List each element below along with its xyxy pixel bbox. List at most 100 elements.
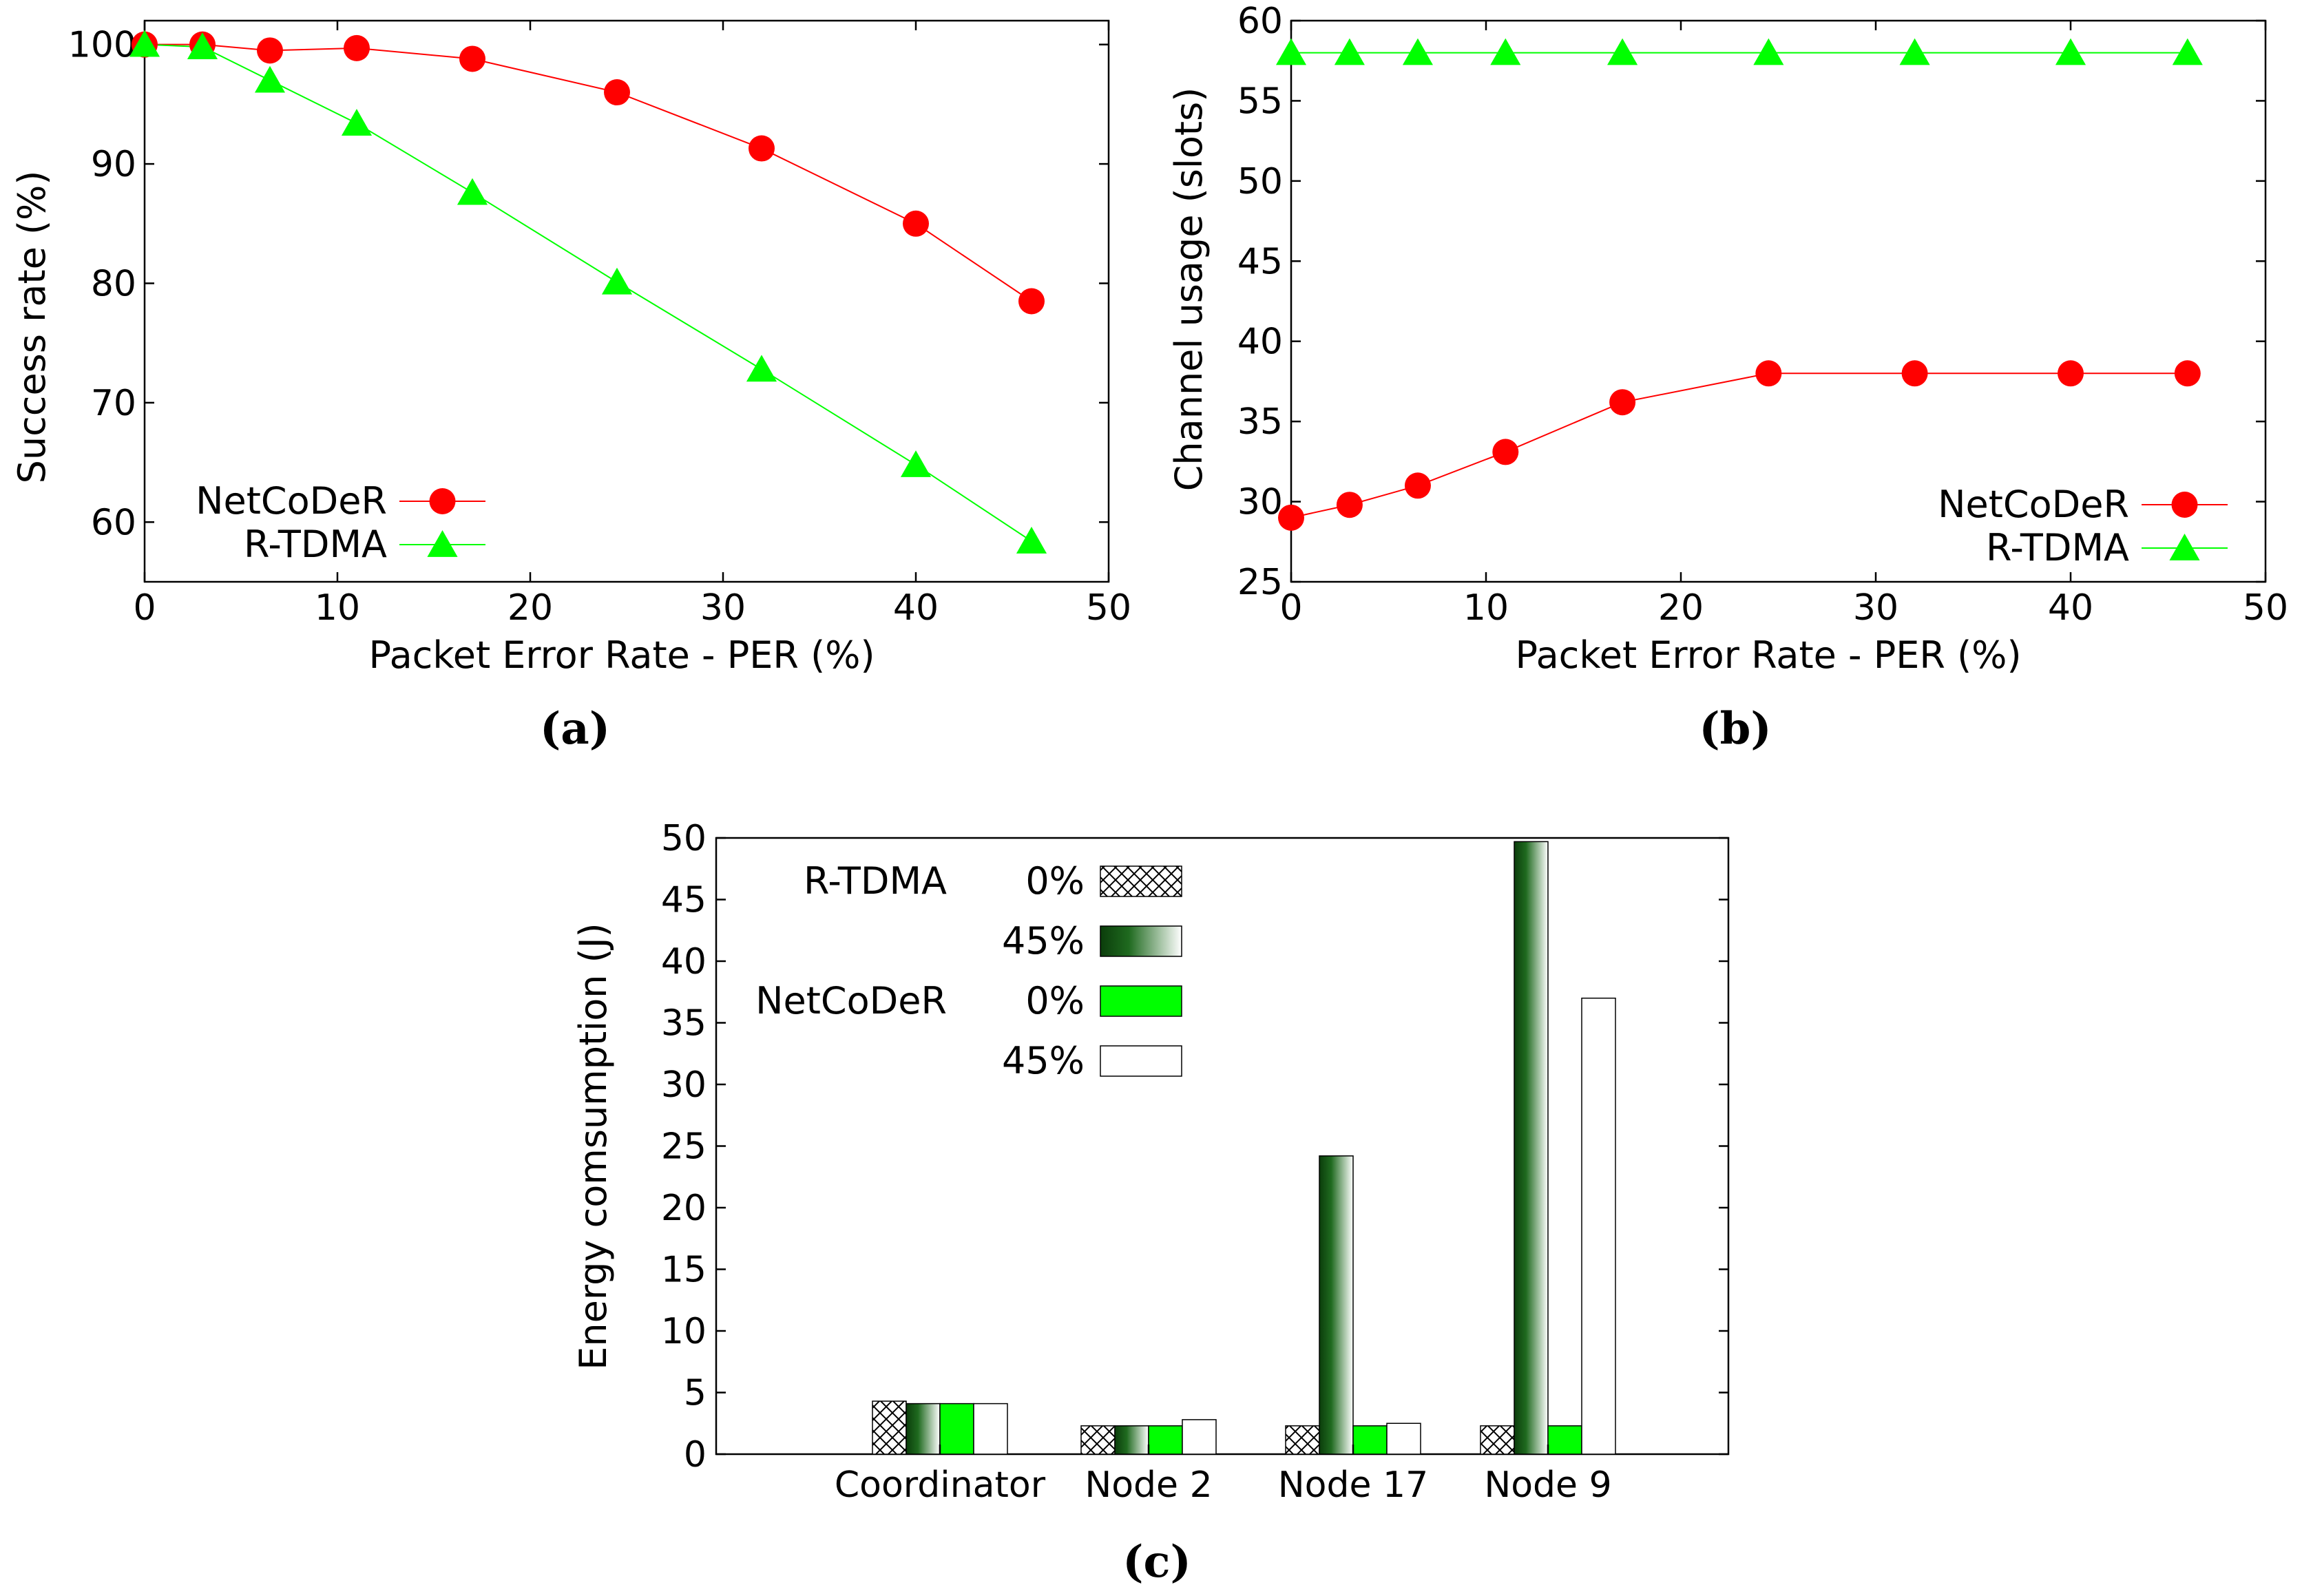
chart-b-xtick-label: 20 xyxy=(1658,587,1704,629)
chart-a-legend-marker xyxy=(427,530,458,557)
chart-b-frame xyxy=(1290,19,2267,583)
chart-c-legend-swatch xyxy=(1100,865,1182,897)
chart-a-ytick-label: 70 xyxy=(91,383,136,424)
chart-b-point-r-tdma xyxy=(1275,38,1307,65)
chart-b-xtick-label: 40 xyxy=(2048,587,2093,629)
chart-a-point-netcoder xyxy=(344,34,370,61)
chart-a-legend-label: R-TDMA xyxy=(244,523,387,566)
chart-c-bar-coordinator xyxy=(973,1403,1008,1455)
chart-a-point-netcoder xyxy=(903,210,929,237)
chart-c-ytick-label: 10 xyxy=(661,1311,707,1352)
chart-a-point-netcoder xyxy=(459,45,485,72)
chart-a-ytick-label: 60 xyxy=(91,502,136,543)
chart-a-caption: (a) xyxy=(540,703,610,755)
chart-b-point-r-tdma xyxy=(1490,38,1521,65)
chart-c-bar-coordinator xyxy=(906,1403,941,1455)
chart-a-point-r-tdma xyxy=(457,178,488,205)
chart-c-ytick-label: 50 xyxy=(661,818,707,859)
chart-c-ytick-label: 15 xyxy=(661,1250,707,1291)
chart-c-bar-node-2 xyxy=(1148,1425,1183,1455)
chart-b-xtick-label: 30 xyxy=(1853,587,1898,629)
chart-c-ytick-label: 25 xyxy=(661,1126,707,1168)
chart-b-point-r-tdma xyxy=(2055,38,2086,65)
chart-a-ylabel: Success rate (%) xyxy=(10,171,54,484)
chart-a-point-netcoder xyxy=(604,79,630,106)
chart-a-xlabel: Packet Error Rate - PER (%) xyxy=(368,633,875,677)
chart-a-ytick-label: 90 xyxy=(91,144,136,185)
chart-a-point-netcoder xyxy=(749,135,775,162)
chart-a-point-r-tdma xyxy=(187,32,218,59)
chart-b-point-r-tdma xyxy=(1334,38,1365,65)
chart-b-ytick-label: 60 xyxy=(1237,1,1283,42)
chart-c-legend-swatch xyxy=(1100,1045,1182,1077)
chart-b-ylabel: Channel usage (slots) xyxy=(1167,87,1211,492)
chart-b-point-netcoder xyxy=(1336,492,1363,518)
chart-c-bar-node-2 xyxy=(1080,1425,1116,1455)
chart-a-point-r-tdma xyxy=(900,450,932,477)
chart-b-legend-marker xyxy=(2169,534,2200,560)
chart-b-point-netcoder xyxy=(2174,360,2201,387)
chart-c-bar-node-17 xyxy=(1319,1155,1354,1455)
chart-c-legend-entry: 0% xyxy=(1025,979,1085,1022)
chart-a-point-r-tdma xyxy=(1016,527,1047,554)
chart-b-ytick-label: 30 xyxy=(1237,482,1283,523)
chart-b-point-netcoder xyxy=(1404,472,1431,499)
chart-b-legend-marker xyxy=(2171,492,2198,518)
chart-c-bar-node-9 xyxy=(1480,1425,1515,1455)
chart-c-xtick-label: Node 9 xyxy=(1484,1464,1611,1506)
chart-b-point-netcoder xyxy=(1755,360,1782,387)
chart-b-point-netcoder xyxy=(1492,439,1519,465)
chart-a-xtick-label: 40 xyxy=(893,587,939,629)
chart-b-xlabel: Packet Error Rate - PER (%) xyxy=(1515,633,2021,677)
chart-c-bar-node-17 xyxy=(1285,1425,1320,1455)
chart-a-ytick-label: 80 xyxy=(91,263,136,304)
chart-c-bar-coordinator xyxy=(939,1403,974,1455)
chart-b-ytick-label: 55 xyxy=(1237,81,1283,122)
chart-a-frame xyxy=(143,19,1110,583)
chart-c-bar-node-17 xyxy=(1352,1425,1388,1455)
chart-c-legend-protocol: R-TDMA xyxy=(804,859,947,903)
chart-c-bar-node-9 xyxy=(1581,997,1616,1455)
chart-b-ytick-label: 40 xyxy=(1237,322,1283,363)
chart-a-xtick-label: 10 xyxy=(315,587,360,629)
chart-a-xtick-label: 30 xyxy=(700,587,746,629)
chart-a-legend-marker xyxy=(429,488,456,514)
chart-a-point-r-tdma xyxy=(341,109,373,136)
chart-b-point-netcoder xyxy=(2058,360,2084,387)
chart-c-ytick-label: 20 xyxy=(661,1188,707,1229)
chart-c-legend-entry: 0% xyxy=(1025,859,1085,903)
chart-b-xtick-label: 10 xyxy=(1463,587,1509,629)
chart-b-point-r-tdma xyxy=(1899,38,1930,65)
chart-c-bar-node-9 xyxy=(1547,1425,1582,1455)
chart-c-legend-swatch xyxy=(1100,985,1182,1017)
chart-c-bar-node-2 xyxy=(1114,1425,1149,1455)
chart-a-legend-label: NetCoDeR xyxy=(196,479,387,523)
chart-c-legend-entry: 45% xyxy=(1002,1039,1085,1082)
chart-c-ytick-label: 5 xyxy=(684,1373,707,1414)
chart-b-xtick-label: 50 xyxy=(2243,587,2288,629)
chart-b-ytick-label: 25 xyxy=(1237,562,1283,603)
chart-b-point-netcoder xyxy=(1901,360,1928,387)
chart-a-point-r-tdma xyxy=(254,65,286,93)
chart-b-legend-label: R-TDMA xyxy=(1986,526,2129,569)
chart-c-bar-node-17 xyxy=(1386,1422,1421,1455)
chart-b-ytick-label: 50 xyxy=(1237,161,1283,202)
chart-b-point-r-tdma xyxy=(1607,38,1638,65)
chart-b: 0 10 20 30 40 50 25 30 35 40 45 50 55 60 NetCoDeRR-TDM… xyxy=(1167,1,2288,755)
chart-c-ytick-label: 45 xyxy=(661,880,707,921)
chart-a-xtick-label: 20 xyxy=(508,587,553,629)
chart-b-xtick-label: 0 xyxy=(1279,587,1302,629)
chart-c-legend-protocol: NetCoDeR xyxy=(755,979,947,1022)
chart-a-point-r-tdma xyxy=(601,267,633,295)
chart-a-point-netcoder xyxy=(257,37,283,64)
chart-a-point-r-tdma xyxy=(129,30,160,57)
chart-a-point-r-tdma xyxy=(746,355,777,382)
chart-c-xtick-label: Coordinator xyxy=(835,1464,1046,1506)
chart-b-legend-label: NetCoDeR xyxy=(1938,483,2129,526)
chart-c-bar-coordinator xyxy=(872,1400,907,1455)
chart-c-legend-swatch xyxy=(1100,925,1182,957)
chart-c-ylabel: Energy comsumption (J) xyxy=(572,923,615,1369)
chart-b-point-r-tdma xyxy=(1402,38,1433,65)
